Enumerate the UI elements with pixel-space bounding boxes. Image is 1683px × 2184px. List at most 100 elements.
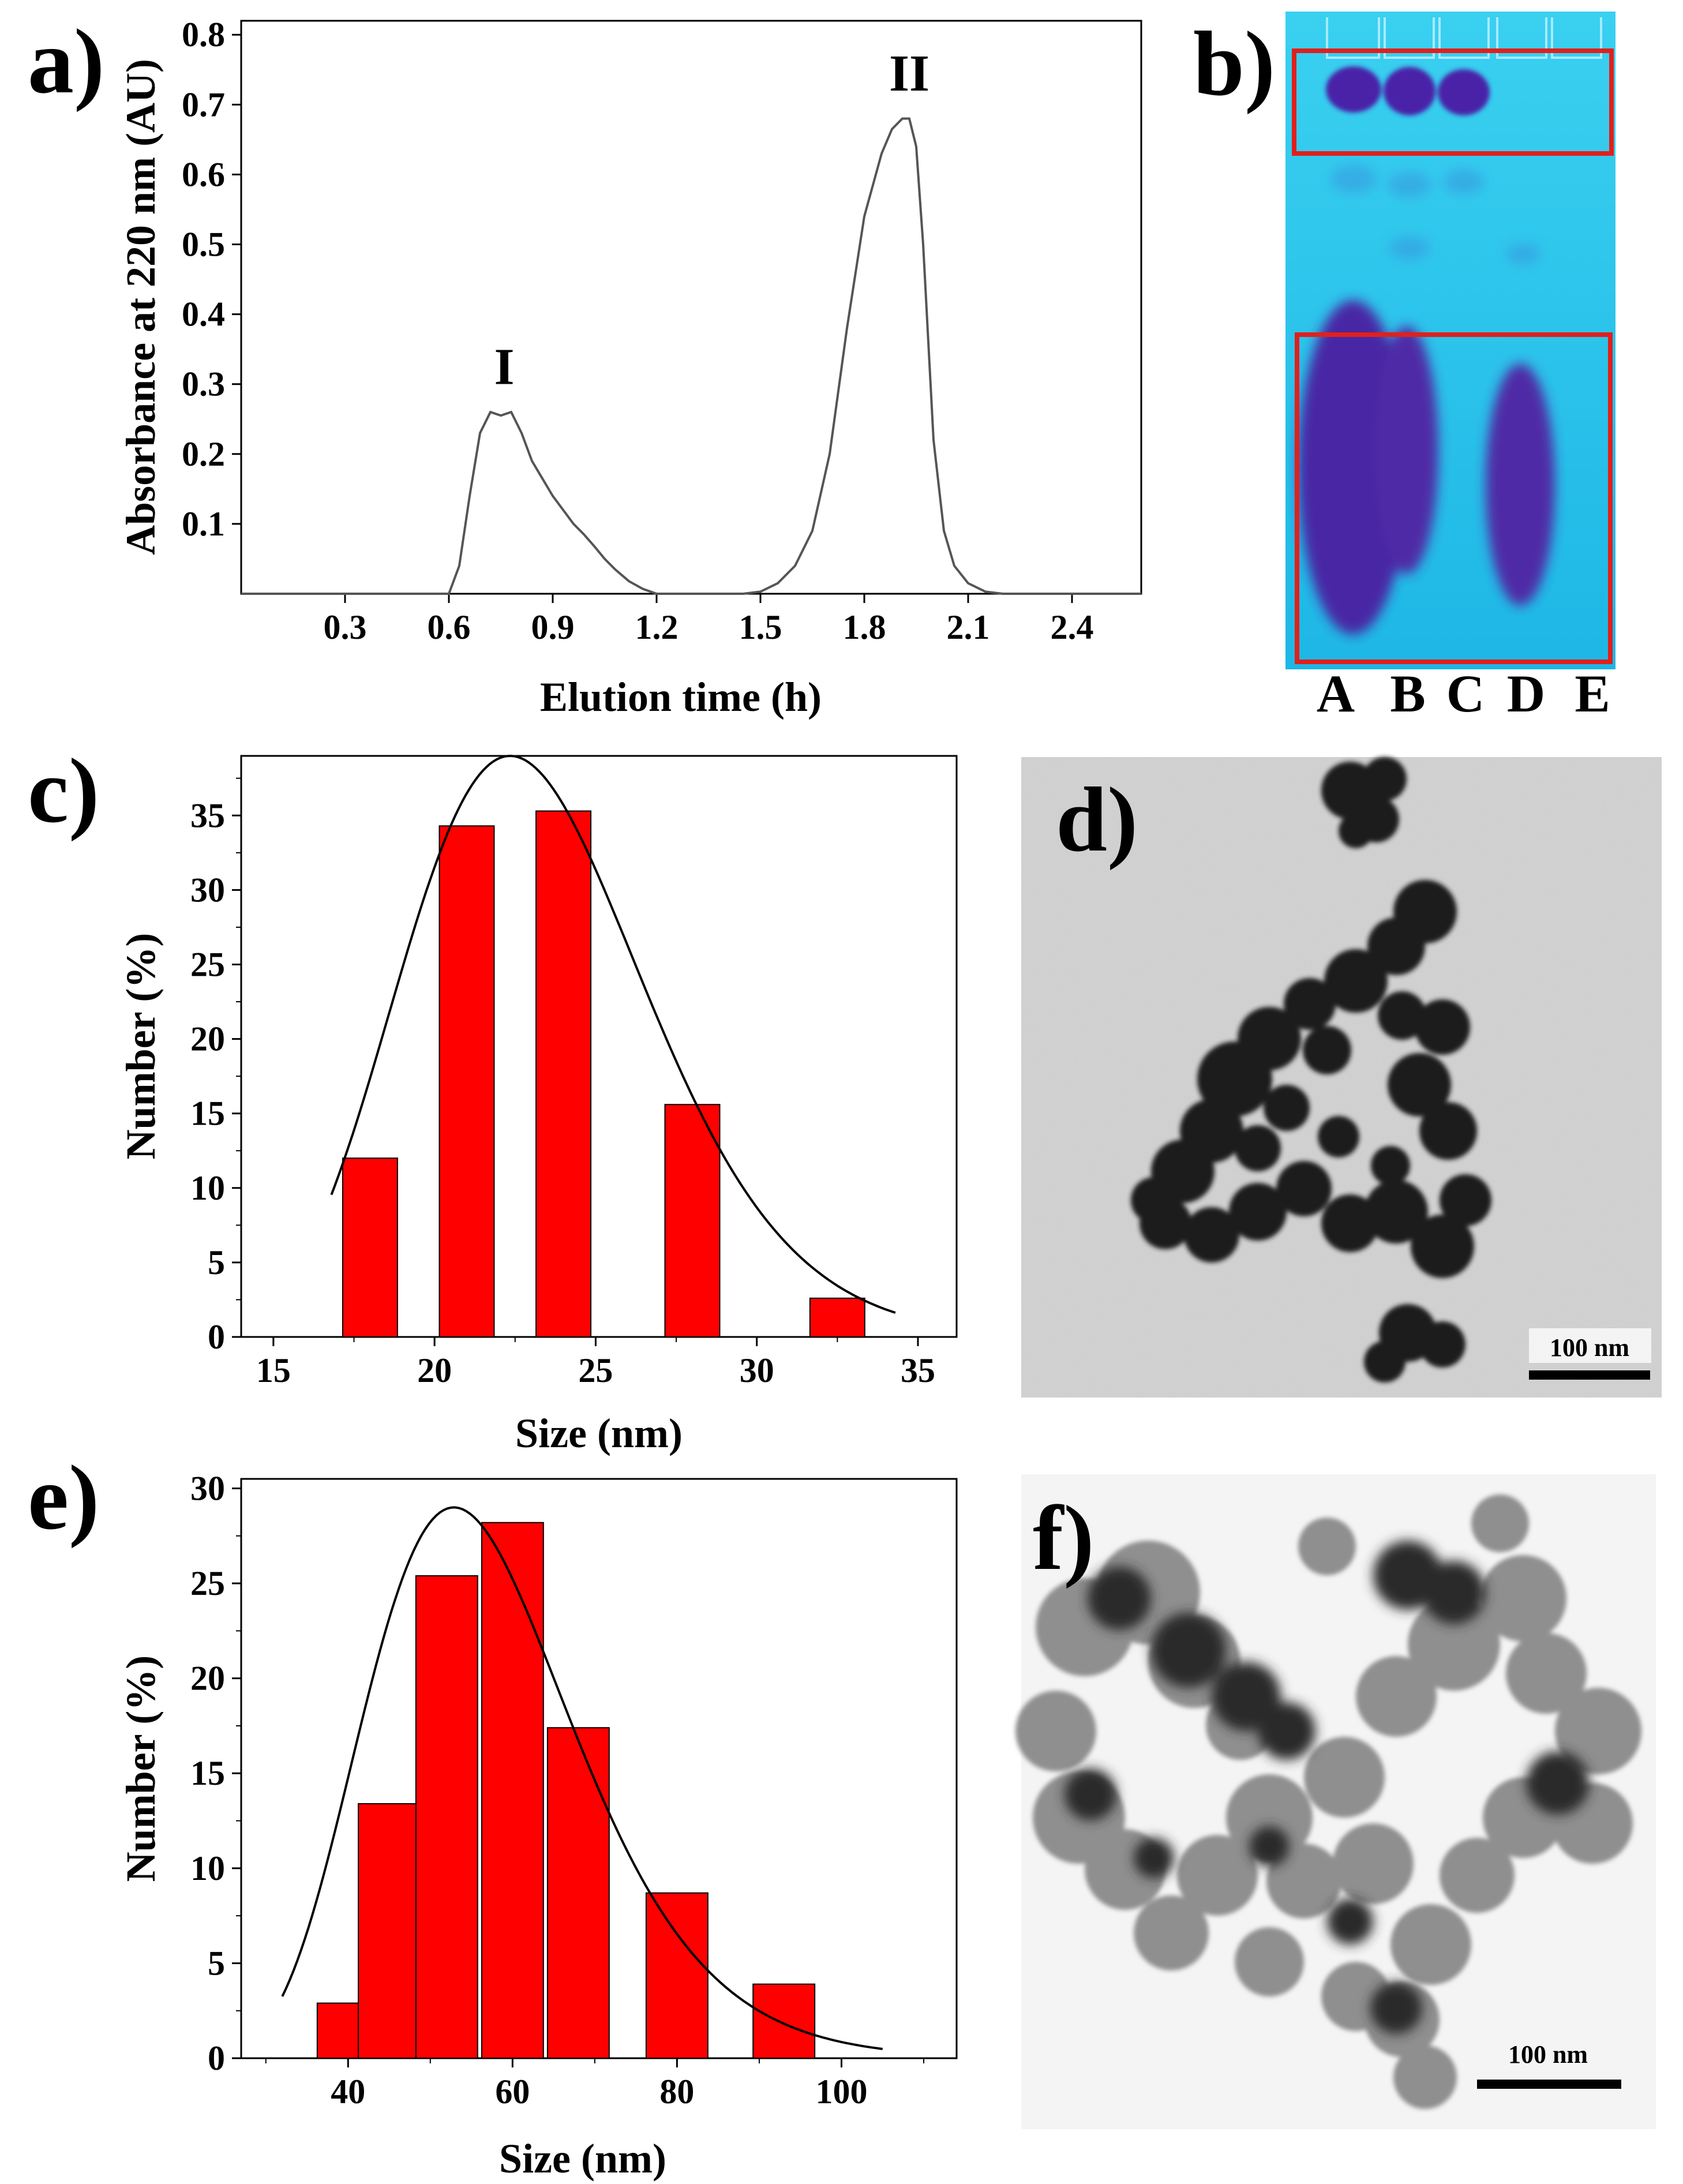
gel-highlight-box-bottom — [1295, 332, 1613, 664]
plot-a-y-tick-label: 0.6 — [182, 155, 225, 193]
plot-c-y-tick-label: 15 — [190, 1095, 225, 1133]
lane-label-b: B — [1390, 664, 1425, 723]
plot-e-y-tick-label: 5 — [208, 1944, 225, 1982]
plot-a-x-tick-label: 1.8 — [843, 608, 886, 646]
lane-label-d: D — [1507, 664, 1545, 723]
plot-c-y-tick-label: 30 — [190, 871, 225, 909]
plot-c-y-tick-label: 20 — [190, 1020, 225, 1058]
tem-f-particle-cluster-dark — [1064, 1541, 1590, 2034]
panel-letter-d: d) — [1056, 768, 1138, 871]
plot-a-x-tick-label: 2.1 — [947, 608, 990, 646]
plot-c-y-tick-label: 35 — [190, 796, 225, 834]
plot-c-y-tick-label: 10 — [190, 1169, 225, 1207]
plot-a-x-tick-label: 1.5 — [739, 608, 782, 646]
lane-label-e: E — [1575, 664, 1610, 723]
peak-label-ii: II — [889, 45, 929, 102]
plot-c-x-axis-title: Size (nm) — [515, 1410, 683, 1456]
lane-label-c: C — [1446, 664, 1485, 723]
panel-d-tem-image: 100 nm — [1021, 757, 1662, 1398]
gel-top-bands — [1326, 66, 1490, 115]
panel-letter-c: c) — [28, 739, 100, 842]
plot-c-frame — [240, 755, 958, 1338]
tem-d-scale-bar: 100 nm — [1529, 1328, 1651, 1380]
plot-c-y-tick-label: 25 — [190, 945, 225, 983]
plot-e-bar — [752, 1983, 816, 2059]
gel-middle-smears — [1330, 164, 1540, 264]
plot-a-y-tick-label: 0.1 — [182, 505, 225, 543]
plot-a-ticks — [232, 33, 1073, 603]
gel-bottom-bands — [1298, 300, 1555, 635]
plot-e-x-axis-title: Size (nm) — [499, 2136, 666, 2182]
plot-c-y-axis-title: Number (%) — [118, 933, 164, 1160]
plot-c-x-tick-label: 25 — [578, 1351, 613, 1389]
gel-highlight-box-top — [1292, 48, 1614, 156]
plot-e-y-tick-label: 30 — [190, 1469, 225, 1507]
plot-e-x-tick-label: 40 — [331, 2073, 365, 2111]
plot-c-fit-curve — [330, 754, 896, 1314]
plot-e-bar — [546, 1727, 610, 2059]
band-c-top — [1438, 69, 1490, 115]
elution-trace — [241, 117, 1141, 595]
plot-c-bars — [342, 810, 865, 1338]
plot-a-x-tick-label: 0.6 — [428, 608, 471, 646]
peak-label-i: I — [494, 339, 514, 396]
plot-e-y-tick-label: 15 — [190, 1754, 225, 1792]
panel-letter-b: b) — [1193, 12, 1276, 115]
plot-c-x-tick-label: 20 — [417, 1351, 452, 1389]
plot-c-bar — [664, 1104, 721, 1338]
tem-d-scale-label: 100 nm — [1550, 1333, 1629, 1362]
plot-a-x-tick-label: 0.9 — [531, 608, 575, 646]
plot-a-y-tick-label: 0.4 — [182, 295, 225, 334]
plot-e-y-axis-title: Number (%) — [118, 1655, 164, 1882]
plot-a-x-tick-label: 0.3 — [324, 608, 367, 646]
band-b-bottom — [1375, 326, 1438, 574]
plot-e-bar — [481, 1522, 544, 2059]
plot-e-y-tick-label: 0 — [208, 2039, 225, 2077]
plot-c-x-tick-label: 35 — [901, 1351, 935, 1389]
plot-c-bar — [438, 825, 495, 1338]
tem-f-scale-bar: 100 nm — [1477, 2040, 1621, 2089]
panel-a-chromatogram: 0.3 0.6 0.9 1.2 1.5 1.8 2.1 2.4 0.1 0.2 0.3 0.4 0.5 0… — [118, 16, 1142, 720]
gel-wells — [1326, 17, 1602, 59]
panel-letter-e: e) — [28, 1446, 100, 1549]
panel-b-gel: A B C D E — [1285, 12, 1615, 723]
plot-a-y-tick-label: 0.8 — [182, 16, 225, 54]
panel-letter-f: f) — [1033, 1486, 1094, 1589]
tem-d-particle-cluster — [1131, 757, 1491, 1383]
plot-c-bar — [535, 810, 592, 1338]
plot-e-y-tick-label: 10 — [190, 1849, 225, 1887]
plot-c-y-tick-label: 0 — [208, 1318, 225, 1356]
plot-a-y-tick-label: 0.5 — [182, 226, 225, 264]
plot-c-tick-labels: 15 20 25 30 35 0 5 10 15 20 25 30 35 — [190, 796, 935, 1389]
plot-a-y-tick-label: 0.2 — [182, 435, 225, 473]
plot-e-bar — [358, 1803, 421, 2059]
panel-letter-a: a) — [28, 10, 105, 113]
plot-a-x-tick-label: 2.4 — [1051, 608, 1094, 646]
plot-e-y-tick-label: 25 — [190, 1564, 225, 1602]
tem-f-scale-label: 100 nm — [1508, 2040, 1588, 2069]
plot-c-ticks — [232, 777, 919, 1346]
plot-e-tick-labels: 40 60 80 100 0 5 10 15 20 25 30 — [190, 1469, 867, 2111]
panel-e-histogram: 40 60 80 100 0 5 10 15 20 25 30 Size (nm) Number (… — [118, 1469, 958, 2182]
plot-a-frame — [240, 20, 1142, 595]
plot-e-x-tick-label: 80 — [659, 2073, 694, 2111]
plot-c-x-tick-label: 15 — [256, 1351, 291, 1389]
plot-c-x-tick-label: 30 — [740, 1351, 774, 1389]
plot-c-bar — [342, 1157, 398, 1338]
plot-c-bar — [809, 1297, 865, 1338]
plot-a-x-axis-title: Elution time (h) — [540, 674, 822, 720]
lane-label-a: A — [1317, 664, 1355, 723]
plot-a-y-tick-label: 0.7 — [182, 85, 225, 123]
plot-a-x-tick-label: 1.2 — [635, 608, 679, 646]
band-a-top — [1326, 66, 1381, 113]
plot-e-ticks — [232, 1487, 924, 2067]
plot-e-y-tick-label: 20 — [190, 1659, 225, 1698]
plot-a-y-tick-label: 0.3 — [182, 365, 225, 403]
plot-a-y-axis-title: Absorbance at 220 nm (AU) — [118, 59, 164, 555]
plot-e-bar — [415, 1575, 478, 2059]
plot-c-y-tick-label: 5 — [208, 1243, 225, 1282]
plot-e-bar — [645, 1892, 709, 2059]
plot-a-tick-labels: 0.3 0.6 0.9 1.2 1.5 1.8 2.1 2.4 0.1 0.2 0.3 0.4 0.5 0… — [182, 16, 1094, 646]
plot-e-bars — [316, 1522, 816, 2059]
